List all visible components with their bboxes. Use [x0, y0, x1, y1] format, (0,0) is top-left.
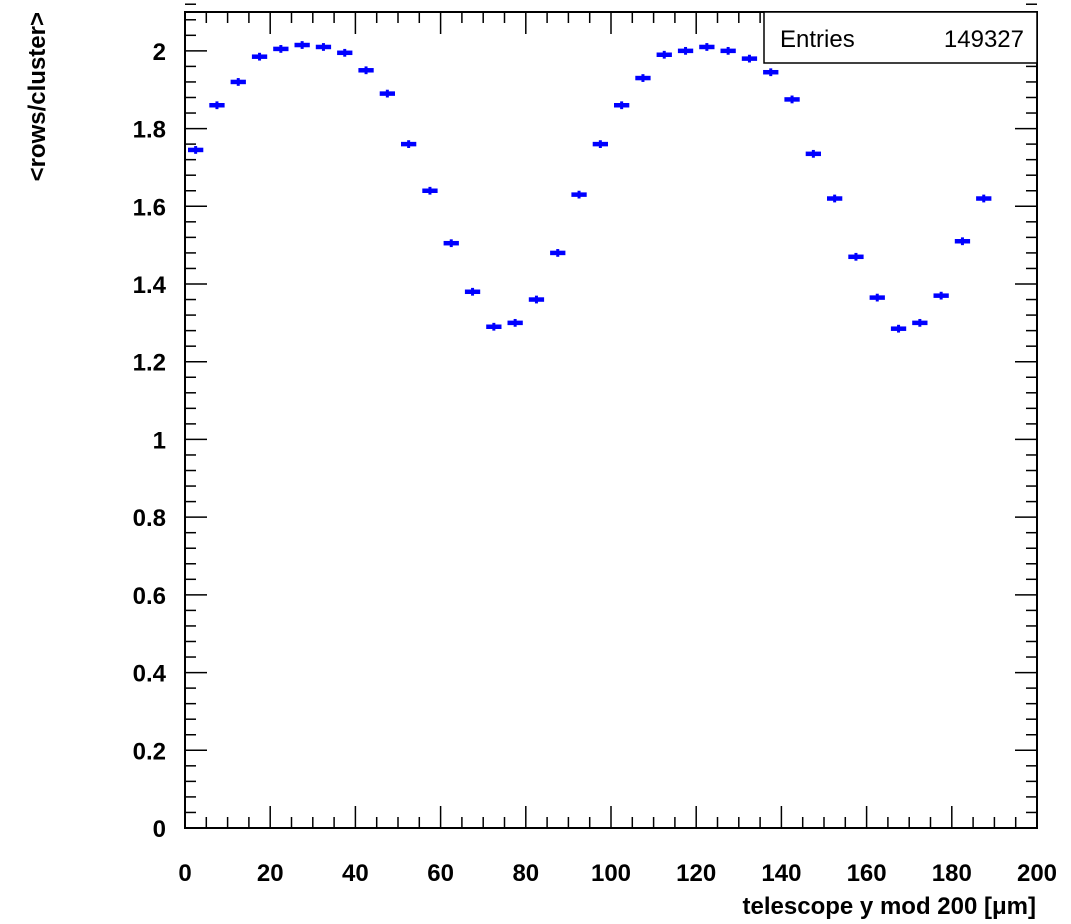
- stats-entries-value: 149327: [944, 26, 1024, 53]
- stats-box-frame: [763, 11, 1038, 64]
- data-point: [763, 68, 779, 77]
- y-tick-label: 1.8: [133, 117, 166, 144]
- data-point: [869, 293, 885, 302]
- data-point: [805, 149, 821, 158]
- data-point: [784, 95, 800, 104]
- data-point: [890, 324, 907, 333]
- data-point: [379, 89, 395, 98]
- y-tick-label: 1.2: [133, 350, 166, 377]
- data-point: [209, 101, 225, 110]
- data-point: [507, 318, 523, 327]
- data-point: [230, 78, 246, 86]
- data-point: [337, 48, 353, 57]
- x-tick-label: 180: [932, 860, 972, 887]
- y-tick-label: 0.4: [133, 661, 167, 688]
- data-point: [677, 46, 694, 55]
- y-tick-label: 2: [153, 39, 166, 66]
- stats-box: Entries 149327: [763, 11, 1038, 64]
- data-point: [401, 140, 417, 148]
- data-points: [188, 41, 992, 333]
- data-point: [720, 46, 736, 55]
- data-point: [848, 252, 864, 261]
- data-point: [741, 54, 758, 63]
- x-tick-label: 200: [1017, 860, 1057, 887]
- x-axis-title: telescope y mod 200 [μm]: [743, 893, 1036, 920]
- data-point: [614, 101, 630, 110]
- axis-ticks: [184, 3, 1038, 829]
- tick-labels: 0 20 40 60 80 100 120 140 160 180 200 0 0.2 0.4 0.6 0.8…: [133, 39, 1057, 887]
- data-point: [422, 186, 438, 195]
- y-tick-label: 0.8: [133, 505, 166, 532]
- data-point: [571, 190, 587, 199]
- data-point: [912, 318, 928, 327]
- data-point: [443, 239, 459, 248]
- data-point: [976, 194, 992, 203]
- data-point: [358, 66, 374, 75]
- x-tick-label: 40: [342, 860, 369, 887]
- data-point: [827, 194, 843, 203]
- data-point: [464, 287, 481, 296]
- data-point: [188, 146, 204, 154]
- data-point: [273, 45, 289, 53]
- x-tick-label: 140: [761, 860, 801, 887]
- data-point: [635, 74, 651, 82]
- data-point: [486, 322, 502, 331]
- x-tick-label: 60: [427, 860, 454, 887]
- data-point: [592, 140, 608, 148]
- y-axis-title: <rows/cluster>: [24, 12, 51, 181]
- x-tick-label: 120: [676, 860, 716, 887]
- y-tick-label: 1.6: [133, 194, 166, 221]
- data-point: [699, 43, 715, 51]
- data-point: [251, 52, 268, 61]
- x-tick-label: 20: [257, 860, 284, 887]
- x-tick-label: 80: [512, 860, 539, 887]
- y-tick-label: 0.6: [133, 583, 166, 610]
- x-tick-label: 0: [178, 860, 191, 887]
- data-point: [954, 237, 971, 246]
- x-tick-label: 160: [847, 860, 887, 887]
- stats-entries-label: Entries: [780, 26, 855, 53]
- data-point: [550, 249, 566, 257]
- data-point: [315, 43, 332, 51]
- y-tick-label: 0.2: [133, 738, 166, 765]
- data-point: [294, 41, 310, 49]
- data-point: [656, 50, 672, 59]
- x-tick-label: 100: [591, 860, 631, 887]
- y-tick-label: 1.4: [133, 272, 167, 299]
- data-point: [933, 291, 949, 300]
- y-tick-label: 0: [153, 816, 166, 843]
- data-point: [528, 295, 545, 304]
- y-tick-label: 1: [153, 427, 166, 454]
